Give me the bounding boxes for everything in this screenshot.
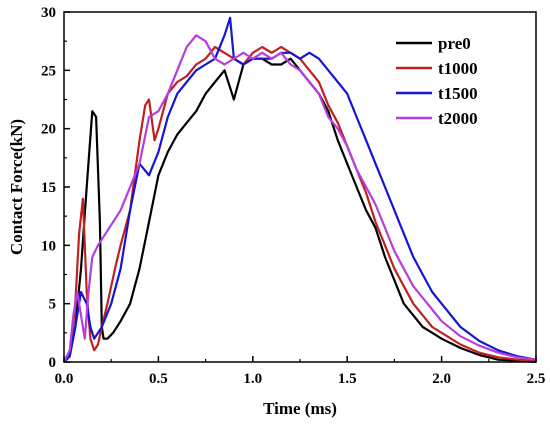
series-line-t2000: [63, 34, 537, 363]
x-axis: 0.0 0.5 1.0 1.5 2.0 2.5: [55, 356, 546, 387]
x-tick-label: 1.5: [338, 371, 357, 387]
y-axis-title: Contact Force(kN): [7, 119, 26, 255]
y-tick-label: 25: [41, 63, 56, 79]
x-axis-title: Time (ms): [263, 399, 337, 418]
x-tick-label: 0.5: [149, 371, 168, 387]
x-tick-label: 2.0: [432, 371, 451, 387]
y-tick-label: 15: [41, 180, 56, 196]
legend: pre0 t1000 t1500 t2000: [396, 34, 478, 128]
plot-lines: [63, 16, 537, 364]
legend-label-t2000: t2000: [438, 109, 478, 128]
y-tick-label: 0: [49, 355, 57, 371]
y-axis: 0 5 10 15 20 25 30: [41, 5, 70, 371]
legend-label-t1500: t1500: [438, 84, 478, 103]
series-line-pre0: [63, 57, 537, 364]
legend-label-t1000: t1000: [438, 59, 478, 78]
y-tick-label: 10: [41, 238, 56, 254]
legend-label-pre0: pre0: [438, 34, 471, 53]
y-tick-label: 20: [41, 122, 56, 138]
y-tick-label: 30: [41, 5, 56, 21]
x-tick-label: 0.0: [55, 371, 74, 387]
y-tick-label: 5: [49, 297, 57, 313]
x-tick-label: 2.5: [527, 371, 546, 387]
x-tick-label: 1.0: [243, 371, 262, 387]
